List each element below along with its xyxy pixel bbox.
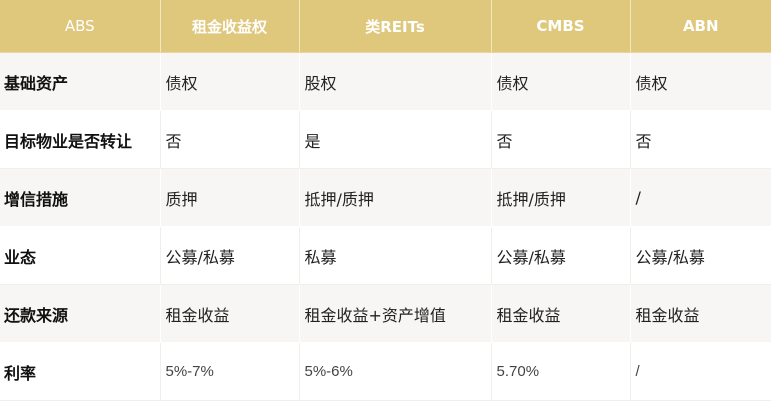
table-cell: 质押	[160, 168, 300, 227]
table-cell: 债权	[630, 52, 771, 111]
row-label: 基础资产	[0, 52, 161, 111]
table-row: 增信措施 质押 抵押/质押 抵押/质押 /	[0, 168, 771, 227]
table-cell: 抵押/质押	[491, 168, 631, 227]
header-cell-abs: ABS	[0, 0, 161, 53]
table-cell: 租金收益	[160, 284, 300, 343]
header-cell-cmbs: CMBS	[491, 0, 631, 53]
table-cell: 5%-6%	[299, 342, 492, 401]
header-cell-rent-income-right: 租金收益权	[160, 0, 300, 53]
table-cell: 债权	[491, 52, 631, 111]
table-cell: 否	[491, 110, 631, 169]
table-cell: 公募/私募	[160, 226, 300, 285]
table-cell: 私募	[299, 226, 492, 285]
table-cell: /	[630, 342, 771, 401]
table-cell: 否	[160, 110, 300, 169]
row-label: 增信措施	[0, 168, 161, 227]
table-row: 目标物业是否转让 否 是 否 否	[0, 110, 771, 169]
row-label: 还款来源	[0, 284, 161, 343]
table-cell: 租金收益+资产增值	[299, 284, 492, 343]
header-cell-abn: ABN	[630, 0, 771, 53]
row-label: 利率	[0, 342, 161, 401]
table-cell: 否	[630, 110, 771, 169]
table-cell: 股权	[299, 52, 492, 111]
table-cell: 5.70%	[491, 342, 631, 401]
table-row: 利率 5%-7% 5%-6% 5.70% /	[0, 342, 771, 401]
table-row: 还款来源 租金收益 租金收益+资产增值 租金收益 租金收益	[0, 284, 771, 343]
table-row: 基础资产 债权 股权 债权 债权	[0, 52, 771, 111]
header-row: ABS 租金收益权 类REITs CMBS ABN	[0, 0, 771, 53]
table-cell: 债权	[160, 52, 300, 111]
header-cell-quasi-reits: 类REITs	[299, 0, 492, 53]
table-cell: 5%-7%	[160, 342, 300, 401]
table-cell: 公募/私募	[491, 226, 631, 285]
table-cell: 公募/私募	[630, 226, 771, 285]
table-cell: 抵押/质押	[299, 168, 492, 227]
table-cell: 租金收益	[630, 284, 771, 343]
table-row: 业态 公募/私募 私募 公募/私募 公募/私募	[0, 226, 771, 285]
row-label: 目标物业是否转让	[0, 110, 161, 169]
table-cell: 租金收益	[491, 284, 631, 343]
row-label: 业态	[0, 226, 161, 285]
table-cell: 是	[299, 110, 492, 169]
table-cell: /	[630, 168, 771, 227]
